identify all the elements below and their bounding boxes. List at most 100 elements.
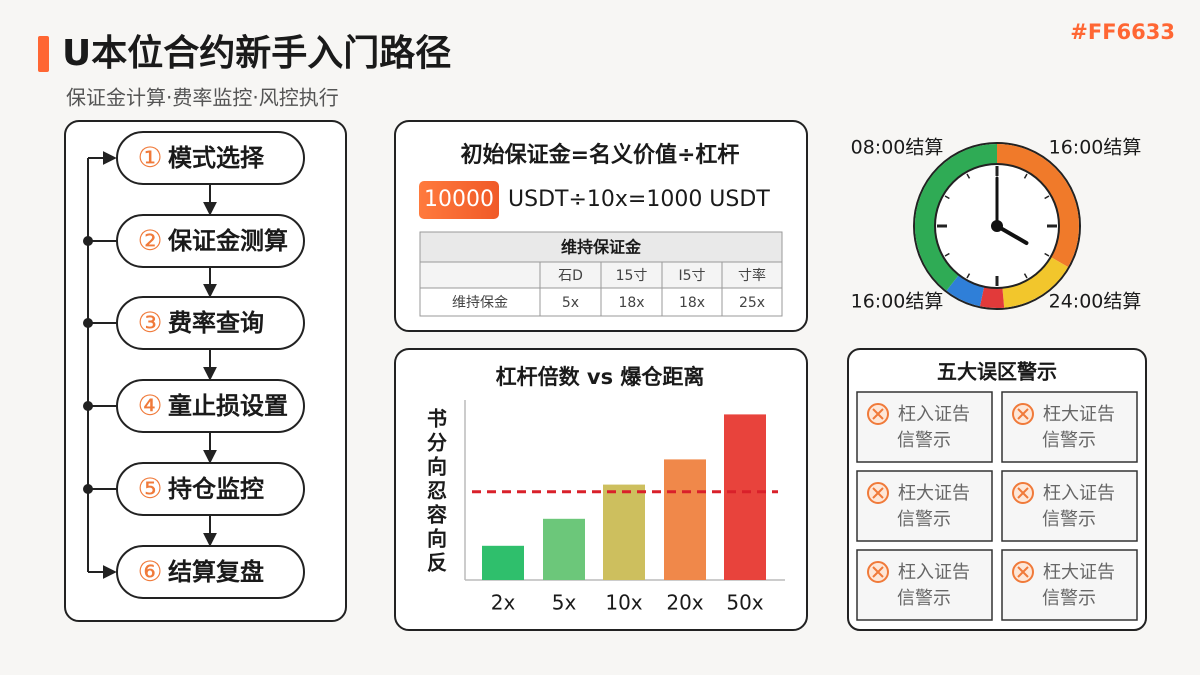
warning-text: 枉大证告 bbox=[898, 483, 970, 504]
title: U本位合约新手入门路径 bbox=[62, 33, 451, 74]
clock-segment bbox=[996, 144, 1079, 267]
warning-card bbox=[856, 470, 993, 542]
warning-card bbox=[1001, 549, 1138, 621]
clock-tick bbox=[944, 252, 950, 257]
warning-text: 枉大证告 bbox=[1043, 562, 1115, 583]
y-axis-label: 分 bbox=[427, 431, 447, 455]
warning-title: 五大误区警示 bbox=[937, 360, 1057, 384]
table-value: 5x bbox=[562, 295, 579, 311]
table-value: 维持保金 bbox=[452, 295, 508, 311]
step-label: 持仓监控 bbox=[168, 475, 264, 503]
highlight-value: 10000 bbox=[424, 187, 494, 212]
warning-card bbox=[1001, 470, 1138, 542]
y-axis-label: 反 bbox=[427, 551, 447, 575]
x-tick-label: 10x bbox=[605, 591, 642, 615]
warning-cross bbox=[1017, 408, 1029, 420]
y-axis-label: 忍 bbox=[427, 479, 447, 503]
clock-tick bbox=[1044, 195, 1050, 200]
step-label: 保证金测算 bbox=[167, 227, 288, 255]
x-tick-label: 20x bbox=[666, 591, 703, 615]
warning-text: 枉入证告 bbox=[1043, 483, 1115, 504]
clock-label: 16:00结算 bbox=[1049, 137, 1142, 159]
formula-title: 初始保证金=名义价值÷杠杆 bbox=[461, 142, 740, 168]
step-label: 童止损设置 bbox=[168, 392, 288, 420]
step-pill bbox=[116, 545, 305, 599]
x-tick-label: 50x bbox=[726, 591, 763, 615]
table-cell bbox=[419, 287, 541, 317]
table-header: 寸率 bbox=[738, 267, 766, 284]
warning-text: 信警示 bbox=[897, 430, 951, 451]
warning-cross bbox=[1017, 566, 1029, 578]
table-header: 石D bbox=[558, 268, 583, 284]
clock-tick bbox=[944, 195, 950, 200]
branch-dot bbox=[83, 484, 93, 494]
clock-tick bbox=[966, 273, 971, 279]
step-label: 费率查询 bbox=[168, 309, 264, 337]
table-head bbox=[419, 231, 783, 263]
clock-segment bbox=[946, 274, 985, 307]
warning-text: 信警示 bbox=[897, 588, 951, 609]
warning-card bbox=[856, 391, 993, 463]
clock-label: 08:00结算 bbox=[851, 137, 944, 159]
bar bbox=[664, 459, 706, 580]
table-header: Ⅰ5寸 bbox=[678, 268, 705, 284]
step-label: 模式选择 bbox=[168, 144, 265, 172]
branch-dot bbox=[83, 236, 93, 246]
warning-text: 信警示 bbox=[897, 509, 951, 530]
y-axis-label: 向 bbox=[427, 527, 447, 551]
table-title: 维持保证金 bbox=[561, 238, 642, 257]
bar bbox=[603, 484, 645, 580]
warning-text: 信警示 bbox=[1042, 588, 1096, 609]
warning-cross bbox=[1017, 487, 1029, 499]
title-accent bbox=[38, 36, 49, 72]
table-cell bbox=[419, 261, 541, 289]
y-axis-label: 容 bbox=[427, 503, 447, 527]
bar bbox=[724, 414, 766, 580]
highlight-box bbox=[419, 181, 499, 219]
branch-dot bbox=[83, 318, 93, 328]
warning-text: 枉入证告 bbox=[898, 562, 970, 583]
warning-card bbox=[856, 549, 993, 621]
clock-segment bbox=[915, 144, 998, 291]
y-axis-label: 书 bbox=[427, 407, 447, 431]
clock-segment bbox=[979, 286, 1005, 308]
chart-title: 杠杆倍数 vs 爆仓距离 bbox=[496, 365, 705, 389]
table-cell bbox=[539, 261, 602, 289]
table-cell bbox=[721, 287, 783, 317]
formula-rest: USDT÷10x=1000 USDT bbox=[508, 187, 770, 212]
table-value: 18x bbox=[618, 295, 644, 311]
clock-tick bbox=[1023, 173, 1028, 179]
step-number: ② bbox=[137, 224, 162, 257]
step-label: 结算复盘 bbox=[168, 558, 264, 586]
warning-text: 信警示 bbox=[1042, 430, 1096, 451]
y-axis-label: 向 bbox=[427, 455, 447, 479]
warning-cross bbox=[872, 487, 884, 499]
bar bbox=[543, 518, 585, 580]
x-tick-label: 5x bbox=[552, 591, 577, 615]
step-number: ⑤ bbox=[137, 472, 162, 505]
step-pill bbox=[116, 131, 305, 185]
clock-label: 24:00结算 bbox=[1049, 291, 1142, 313]
table-cell bbox=[600, 287, 663, 317]
warning-text: 枉入证告 bbox=[898, 404, 970, 425]
table-value: 25x bbox=[739, 295, 765, 311]
warning-card bbox=[1001, 391, 1138, 463]
step-number: ④ bbox=[137, 389, 162, 422]
branch-dot bbox=[83, 401, 93, 411]
warning-cross bbox=[872, 408, 884, 420]
warning-text: 枉大证告 bbox=[1043, 404, 1115, 425]
clock-center bbox=[991, 220, 1003, 232]
warning-text: 信警示 bbox=[1042, 509, 1096, 530]
warning-cross bbox=[872, 566, 884, 578]
clock-segment bbox=[1001, 256, 1069, 308]
clock-label: 16:00结算 bbox=[851, 291, 944, 313]
bar bbox=[482, 545, 524, 580]
table-header: 15寸 bbox=[616, 268, 648, 284]
x-tick-label: 2x bbox=[491, 591, 516, 615]
table-value: 18x bbox=[679, 295, 705, 311]
color-tag: #FF6633 bbox=[1070, 20, 1175, 44]
table-cell bbox=[539, 287, 602, 317]
clock-tick bbox=[1044, 252, 1050, 257]
table-cell bbox=[661, 287, 723, 317]
